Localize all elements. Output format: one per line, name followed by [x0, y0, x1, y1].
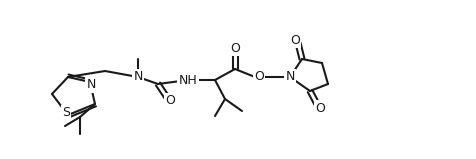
Text: O: O — [230, 41, 240, 55]
Text: O: O — [254, 70, 264, 83]
Text: N: N — [133, 70, 143, 83]
Text: S: S — [62, 107, 70, 120]
Text: O: O — [315, 101, 325, 114]
Text: O: O — [290, 34, 300, 46]
Text: N: N — [285, 70, 295, 83]
Text: O: O — [165, 94, 175, 107]
Text: NH: NH — [178, 73, 198, 86]
Text: N: N — [86, 79, 96, 91]
